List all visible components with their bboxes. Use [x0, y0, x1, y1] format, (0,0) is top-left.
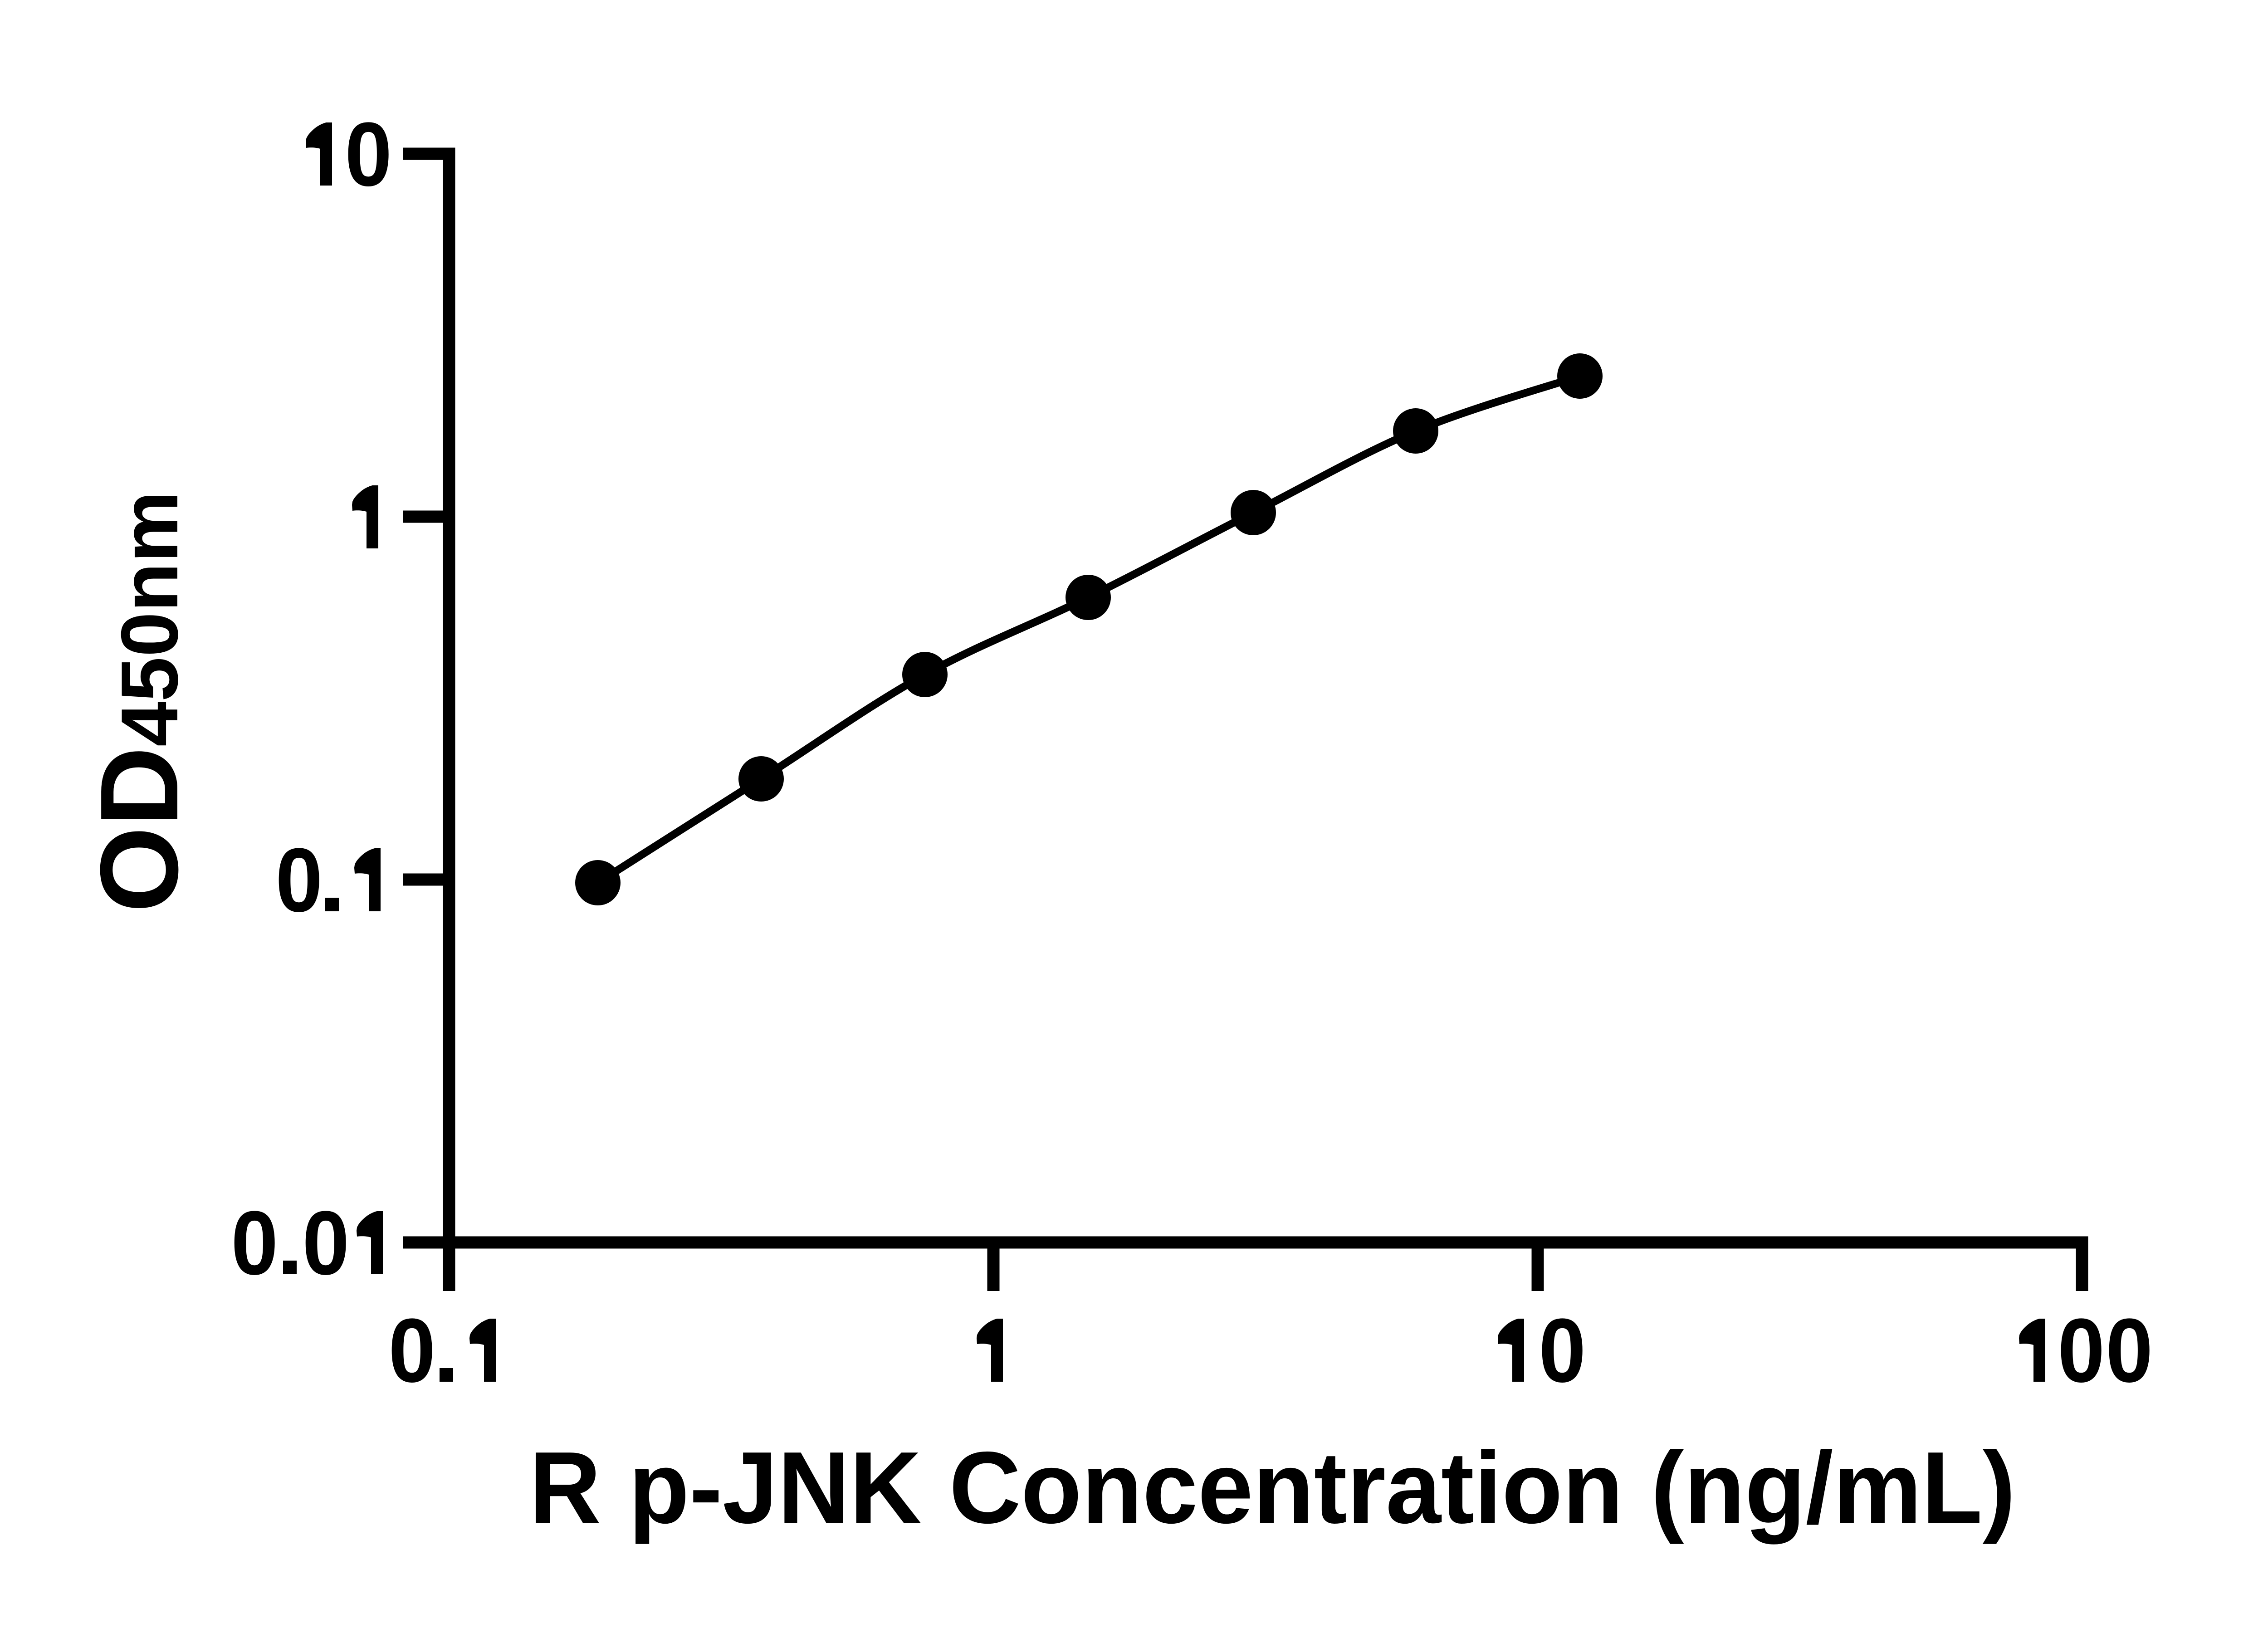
svg-text:0: 0 [1539, 1300, 1586, 1401]
svg-text:0: 0 [231, 1193, 278, 1294]
svg-text:0: 0 [388, 1300, 435, 1401]
svg-text:0: 0 [302, 1193, 349, 1294]
svg-text:0: 0 [275, 830, 323, 931]
svg-text:0: 0 [2058, 1300, 2105, 1401]
svg-text:R p-JNK Concentration (ng/mL): R p-JNK Concentration (ng/mL) [529, 1430, 2016, 1545]
svg-text:OD450nm: OD450nm [77, 491, 201, 913]
svg-text:0: 0 [2106, 1300, 2153, 1401]
svg-text:0: 0 [345, 104, 392, 205]
